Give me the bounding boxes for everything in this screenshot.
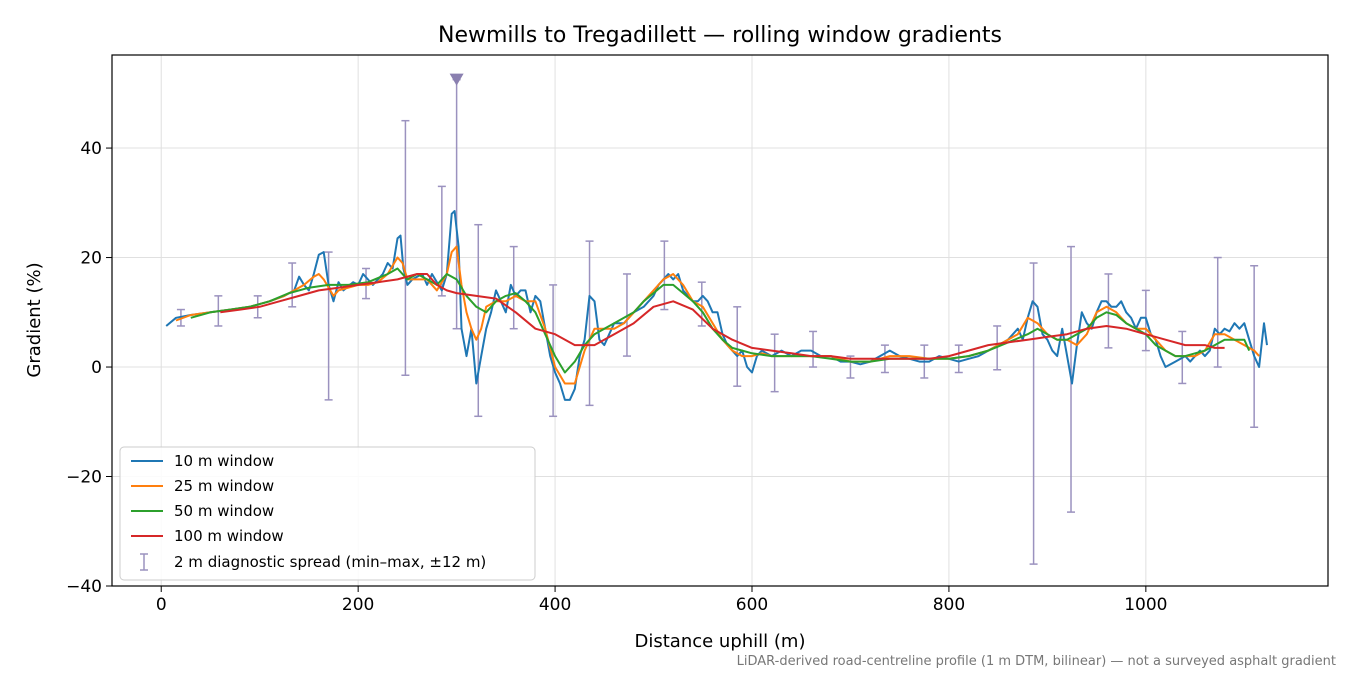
diagnostic-spread-bar (733, 306, 742, 387)
x-tick-label: 800 (933, 595, 965, 615)
diagnostic-spread-bar (1104, 273, 1113, 349)
y-tick-label: 0 (91, 358, 102, 378)
series-lines (165, 210, 1268, 401)
series-line-100m (220, 273, 1225, 360)
y-tick-label: 40 (80, 139, 102, 159)
diagnostic-spread-bar (585, 240, 594, 407)
x-tick-label: 400 (539, 595, 571, 615)
x-tick-label: 1000 (1124, 595, 1167, 615)
series-line-50m (190, 267, 1251, 374)
y-tick-label: 20 (80, 249, 102, 269)
x-axis-ticks: 0 200 400 600 800 1000 (156, 586, 1167, 615)
x-tick-label: 200 (342, 595, 374, 615)
plot-frame (111, 54, 1329, 587)
x-tick-label: 600 (736, 595, 768, 615)
chart-title: Newmills to Tregadillett — rolling windo… (438, 23, 1002, 48)
diagnostic-spread-bar (288, 262, 297, 308)
diagnostic-spread-bar (1029, 262, 1038, 565)
legend-label: 50 m window (174, 502, 274, 520)
series-line-10m (165, 210, 1268, 401)
legend-label: 2 m diagnostic spread (min–max, ±12 m) (174, 553, 486, 571)
y-axis-label: Gradient (%) (24, 262, 45, 377)
diagnostic-spread-bar (401, 119, 410, 376)
legend: 10 m window 25 m window 50 m window 100 m w… (119, 446, 536, 581)
diagnostic-spread-bar (324, 251, 333, 401)
y-tick-label: −20 (66, 468, 102, 488)
diagnostic-spread-bar (809, 330, 818, 368)
x-tick-label: 0 (156, 595, 167, 615)
legend-label: 25 m window (174, 477, 274, 495)
y-axis-ticks: −40 −20 0 20 40 (66, 139, 112, 597)
y-tick-label: −40 (66, 577, 102, 597)
legend-label: 100 m window (174, 527, 284, 545)
diagnostic-spread-bar (509, 245, 518, 330)
clipped-triangle-marker (449, 73, 464, 86)
diagnostic-spread-bar (1213, 256, 1222, 368)
legend-box (119, 446, 536, 581)
diagnostic-spread-bar (770, 333, 779, 393)
diagnostic-spread-bar (474, 223, 483, 418)
legend-label: 10 m window (174, 452, 274, 470)
diagnostic-spread-bar (1250, 265, 1259, 428)
x-axis-label: Distance uphill (m) (635, 631, 806, 652)
clipped-marker-layer (449, 73, 464, 86)
diagnostic-spread-bar (437, 185, 446, 297)
diagnostic-spread-bar (954, 344, 963, 374)
diagnostic-spread-bar (660, 240, 669, 311)
footnote: LiDAR-derived road-centreline profile (1… (737, 654, 1336, 669)
